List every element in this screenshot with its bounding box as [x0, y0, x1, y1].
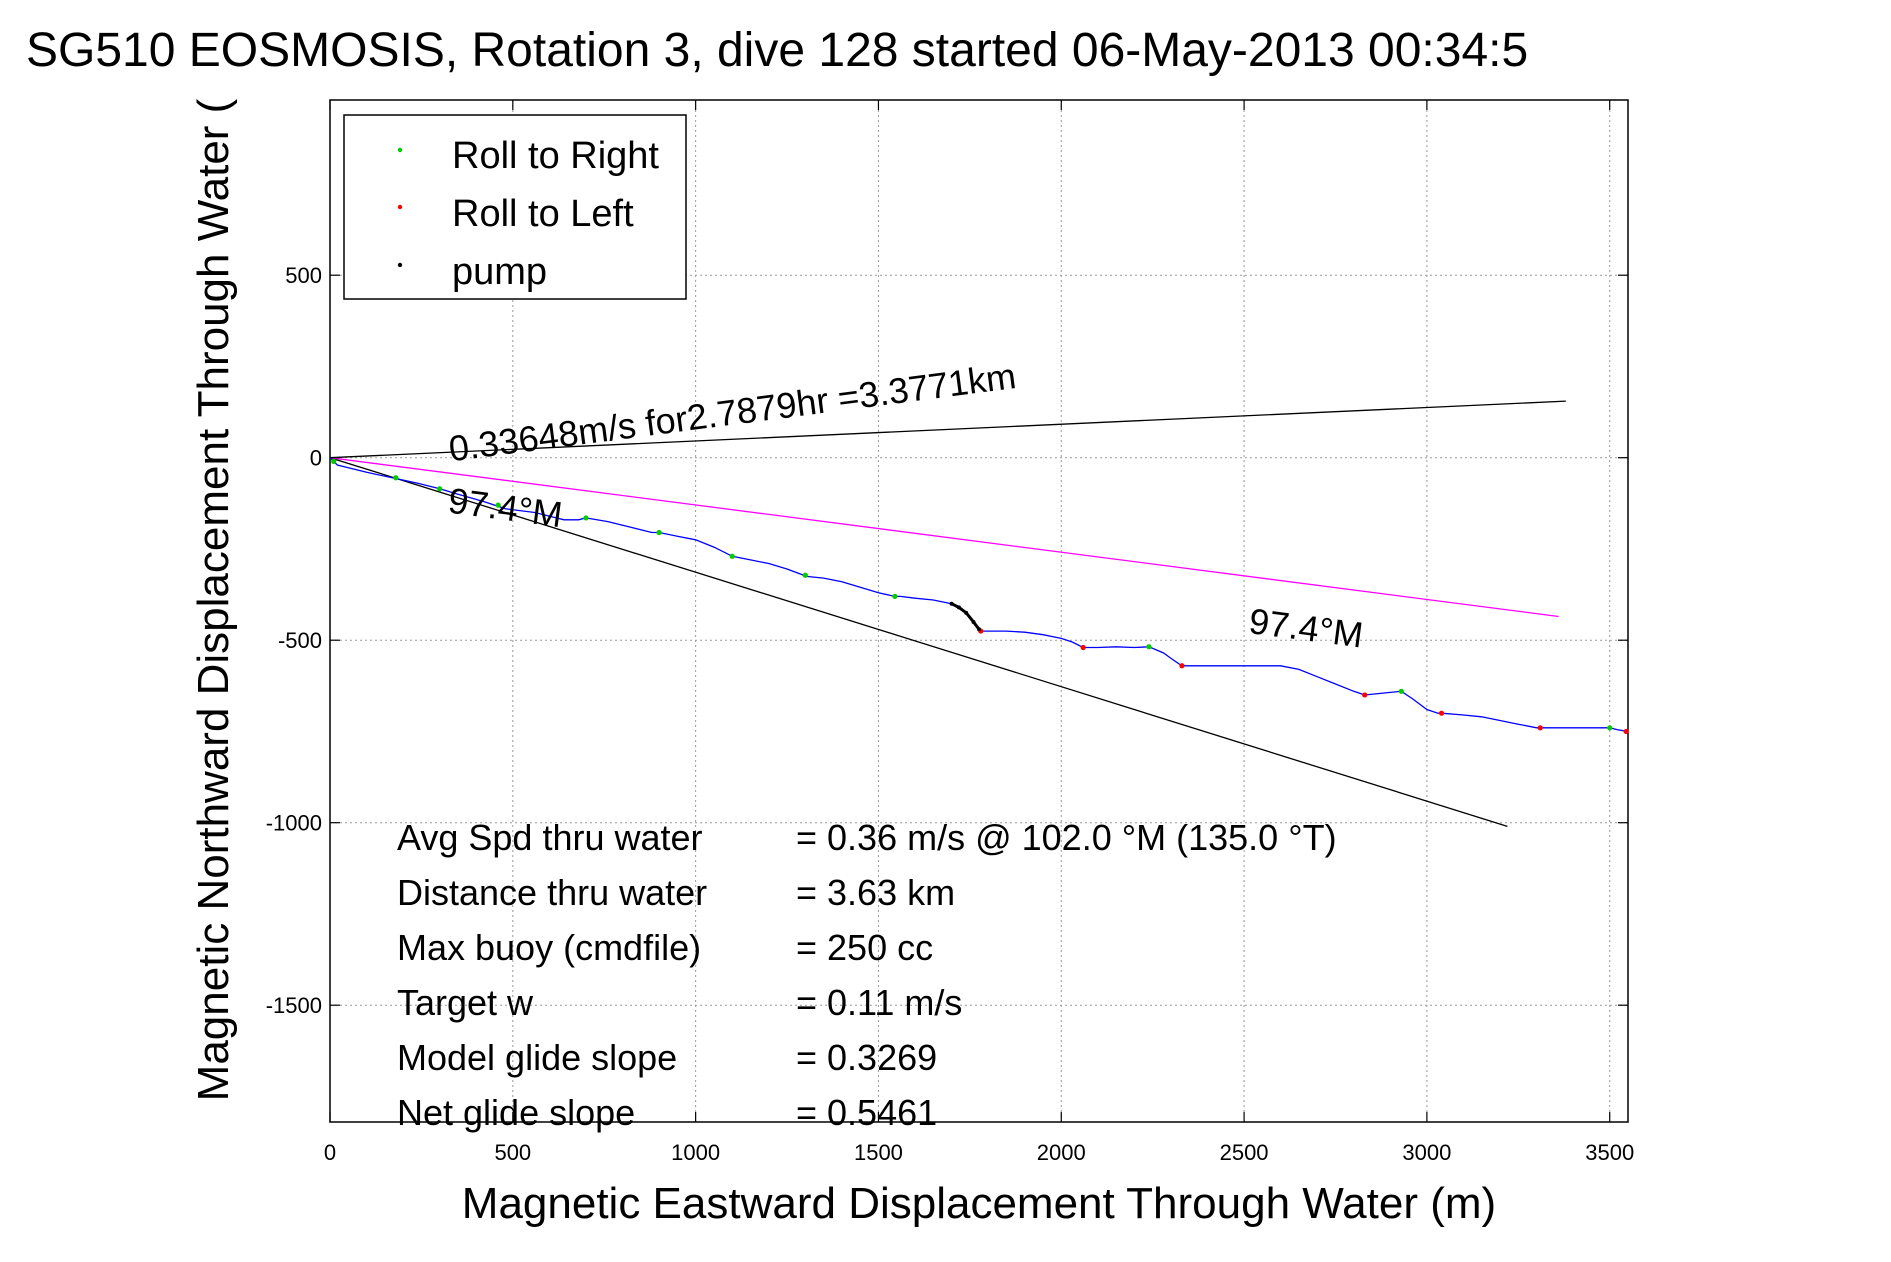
marker-roll-to-left — [1537, 725, 1543, 731]
marker-pump — [956, 605, 961, 610]
x-tick-label: 1000 — [671, 1140, 720, 1165]
marker-pump — [971, 619, 976, 624]
legend-label-pump: pump — [452, 251, 547, 293]
marker-roll-to-right — [729, 553, 735, 559]
reference-line — [329, 400, 1566, 459]
y-ticks: 500 0 -500 -1000 -1500 — [266, 263, 1628, 1018]
legend-label-roll-right: Roll to Right — [452, 135, 659, 177]
plot-frame — [329, 99, 1629, 1123]
stat-value: = 0.11 m/s — [796, 982, 962, 1023]
legend-marker-roll-left — [397, 204, 403, 210]
stat-label: Target w — [397, 982, 534, 1023]
reference-line — [329, 457, 1559, 618]
reference-line — [329, 457, 1508, 827]
chart-title: SG510 EOSMOSIS, Rotation 3, dive 128 sta… — [26, 24, 1528, 77]
x-tick-label: 2000 — [1037, 1140, 1086, 1165]
y-tick-label: -1500 — [266, 993, 322, 1018]
stat-value: = 250 cc — [796, 927, 933, 968]
marker-roll-to-left — [1179, 663, 1185, 669]
reference-lines — [329, 400, 1566, 827]
legend-box — [343, 114, 687, 300]
marker-layer — [331, 458, 1629, 735]
marker-roll-to-left — [1438, 710, 1445, 716]
marker-pump — [977, 627, 981, 632]
marker-roll-to-right — [802, 572, 808, 578]
stat-label: Model glide slope — [397, 1037, 677, 1078]
marker-roll-to-left — [1362, 692, 1368, 698]
marker-roll-to-right — [892, 593, 898, 600]
x-tick-label: 0 — [324, 1140, 336, 1165]
x-tick-label: 1500 — [854, 1140, 903, 1165]
legend-marker-pump — [397, 262, 403, 268]
marker-pump — [964, 610, 969, 615]
legend: Roll to Right Roll to Left pump — [343, 114, 687, 300]
marker-roll-to-right — [331, 458, 337, 464]
y-tick-label: -500 — [278, 628, 322, 653]
y-tick-label: 0 — [310, 446, 322, 471]
stat-value: = 0.36 m/s @ 102.0 °M (135.0 °T) — [796, 817, 1337, 858]
stat-label: Max buoy (cmdfile) — [397, 927, 701, 968]
stat-label: Distance thru water — [397, 872, 707, 913]
stats-block: Avg Spd thru water = 0.36 m/s @ 102.0 °M … — [397, 817, 1337, 1133]
stat-value: = 0.5461 — [796, 1092, 937, 1133]
x-tick-label: 500 — [494, 1140, 531, 1165]
marker-roll-to-right — [1398, 688, 1404, 694]
marker-roll-to-left — [1623, 728, 1629, 735]
legend-marker-roll-right — [397, 147, 403, 153]
y-tick-label: -1000 — [266, 811, 322, 836]
stat-label: Net glide slope — [397, 1092, 635, 1133]
marker-roll-to-right — [656, 529, 662, 536]
legend-label-roll-left: Roll to Left — [452, 193, 634, 235]
marker-pump — [949, 601, 954, 606]
stat-value: = 0.3269 — [796, 1037, 937, 1078]
marker-roll-to-right — [437, 486, 443, 492]
marker-roll-to-right — [1146, 644, 1152, 650]
y-tick-label: 500 — [285, 263, 322, 288]
x-tick-label: 3500 — [1585, 1140, 1634, 1165]
marker-roll-to-left — [1080, 644, 1086, 651]
x-axis-label: Magnetic Eastward Displacement Through W… — [462, 1179, 1496, 1228]
x-ticks: 0 500 1000 1500 2000 2500 3000 3500 — [324, 100, 1634, 1165]
marker-roll-to-right — [583, 515, 589, 521]
y-axis-label: Magnetic Northward Displacement Through … — [189, 98, 238, 1101]
marker-roll-to-right — [495, 502, 501, 508]
x-tick-label: 2500 — [1220, 1140, 1269, 1165]
marker-roll-to-right — [393, 475, 399, 481]
stat-label: Avg Spd thru water — [397, 817, 703, 858]
x-tick-label: 3000 — [1402, 1140, 1451, 1165]
stat-value: = 3.63 km — [796, 872, 955, 913]
marker-roll-to-right — [1607, 725, 1613, 731]
